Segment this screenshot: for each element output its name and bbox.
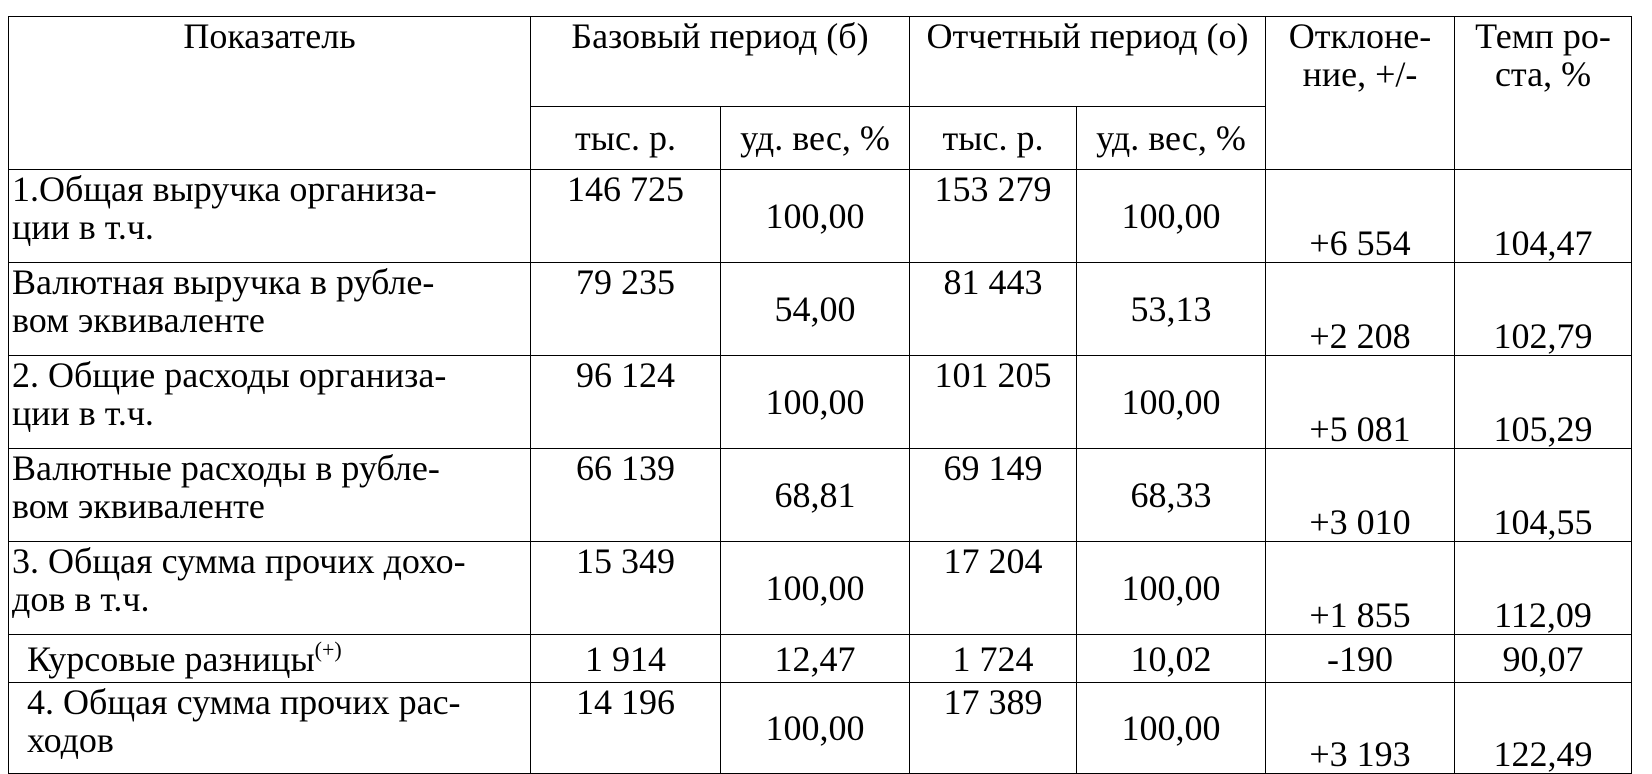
table-row: 1.Общая выручка организа- ции в т.ч. 146 … xyxy=(8,169,1632,263)
value-cell: 100,00 xyxy=(1076,169,1266,263)
value-cell: 100,00 xyxy=(720,541,910,635)
value-cell: 90,07 xyxy=(1454,634,1632,683)
subheader-cell: уд. вес, % xyxy=(1076,106,1266,170)
table-row: 4. Общая сумма прочих рас- ходов 14 196 10… xyxy=(8,682,1632,774)
value-cell: 10,02 xyxy=(1076,634,1266,683)
value-cell: +2 208 xyxy=(1265,262,1455,356)
value-cell: -190 xyxy=(1265,634,1455,683)
header-cell: Показатель xyxy=(8,16,531,170)
value-cell: 17 204 xyxy=(909,541,1077,635)
label-text: Курсовые разницы xyxy=(27,638,315,679)
value-cell: +3 193 xyxy=(1265,682,1455,774)
subheader-cell: тыс. р. xyxy=(530,106,721,170)
header-cell: Темп ро- ста, % xyxy=(1454,16,1632,170)
value-cell: +5 081 xyxy=(1265,355,1455,449)
value-cell: 146 725 xyxy=(530,169,721,263)
value-cell: 1 914 xyxy=(530,634,721,683)
value-cell: 122,49 xyxy=(1454,682,1632,774)
table-row: Валютная выручка в рубле- вом эквивалент… xyxy=(8,262,1632,356)
value-cell: 104,47 xyxy=(1454,169,1632,263)
value-cell: 1 724 xyxy=(909,634,1077,683)
table-row: 2. Общие расходы организа- ции в т.ч. 96 … xyxy=(8,355,1632,449)
value-cell: 100,00 xyxy=(720,169,910,263)
row-label: 4. Общая сумма прочих рас- ходов xyxy=(8,682,531,774)
label-text: Валютные расходы в рубле- вом эквивалент… xyxy=(12,448,440,526)
value-cell: 102,79 xyxy=(1454,262,1632,356)
subheader-cell: тыс. р. xyxy=(909,106,1077,170)
value-cell: 15 349 xyxy=(530,541,721,635)
value-cell: 100,00 xyxy=(720,355,910,449)
value-cell: 100,00 xyxy=(1076,355,1266,449)
value-cell: 105,29 xyxy=(1454,355,1632,449)
value-cell: 153 279 xyxy=(909,169,1077,263)
value-cell: 100,00 xyxy=(720,682,910,774)
value-cell: 68,81 xyxy=(720,448,910,542)
header-cell: Базовый период (б) xyxy=(530,16,910,107)
row-label: Валютные расходы в рубле- вом эквивалент… xyxy=(8,448,531,542)
table-row: Валютные расходы в рубле- вом эквивалент… xyxy=(8,448,1632,542)
header-cell: Отклоне- ние, +/- xyxy=(1265,16,1455,170)
value-cell: 81 443 xyxy=(909,262,1077,356)
value-cell: 96 124 xyxy=(530,355,721,449)
value-cell: 104,55 xyxy=(1454,448,1632,542)
label-text: 4. Общая сумма прочих рас- ходов xyxy=(27,682,461,760)
table-row: Курсовые разницы(+) 1 914 12,47 1 724 10,02-… xyxy=(8,634,1632,683)
value-cell: 69 149 xyxy=(909,448,1077,542)
row-label: 1.Общая выручка организа- ции в т.ч. xyxy=(8,169,531,263)
value-cell: 68,33 xyxy=(1076,448,1266,542)
label-text: 2. Общие расходы организа- ции в т.ч. xyxy=(12,355,447,433)
label-superscript: (+) xyxy=(314,636,342,662)
value-cell: 79 235 xyxy=(530,262,721,356)
label-text: 1.Общая выручка организа- ции в т.ч. xyxy=(12,169,437,247)
row-label: 3. Общая сумма прочих дохо- дов в т.ч. xyxy=(8,541,531,635)
label-text: Валютная выручка в рубле- вом эквивалент… xyxy=(12,262,435,340)
label-text: 3. Общая сумма прочих дохо- дов в т.ч. xyxy=(12,541,466,619)
value-cell: 100,00 xyxy=(1076,682,1266,774)
subheader-cell: уд. вес, % xyxy=(720,106,910,170)
analysis-table: Показатель Базовый период (б) Отчетный п… xyxy=(8,16,1632,774)
header-cell: Отчетный период (о) xyxy=(909,16,1266,107)
value-cell: 12,47 xyxy=(720,634,910,683)
row-label: Валютная выручка в рубле- вом эквивалент… xyxy=(8,262,531,356)
value-cell: 54,00 xyxy=(720,262,910,356)
value-cell: +1 855 xyxy=(1265,541,1455,635)
value-cell: 101 205 xyxy=(909,355,1077,449)
value-cell: 112,09 xyxy=(1454,541,1632,635)
value-cell: 14 196 xyxy=(530,682,721,774)
row-label: Курсовые разницы(+) xyxy=(8,634,531,683)
value-cell: +6 554 xyxy=(1265,169,1455,263)
value-cell: 100,00 xyxy=(1076,541,1266,635)
value-cell: 66 139 xyxy=(530,448,721,542)
value-cell: +3 010 xyxy=(1265,448,1455,542)
table-row: 3. Общая сумма прочих дохо- дов в т.ч. 15… xyxy=(8,541,1632,635)
row-label: 2. Общие расходы организа- ции в т.ч. xyxy=(8,355,531,449)
value-cell: 53,13 xyxy=(1076,262,1266,356)
value-cell: 17 389 xyxy=(909,682,1077,774)
